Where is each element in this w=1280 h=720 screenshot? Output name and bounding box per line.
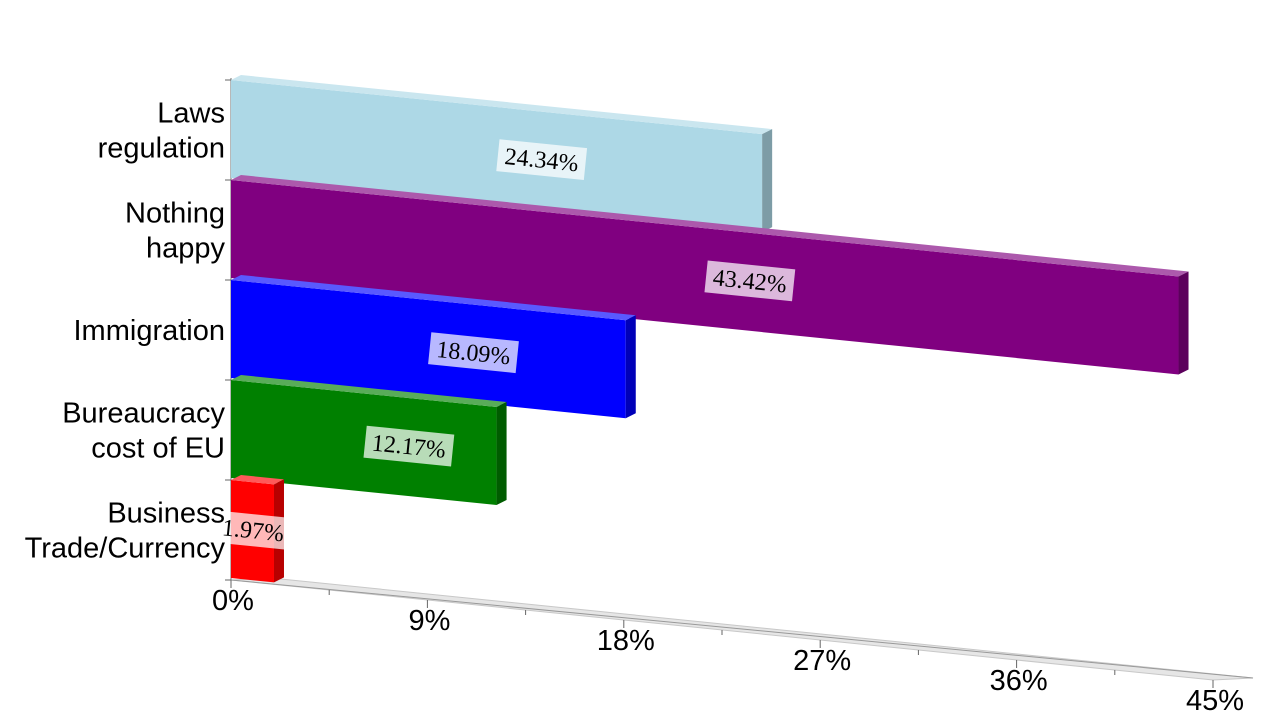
bar-end-face [496, 402, 507, 506]
data-label-group: 12.17% [363, 425, 455, 467]
x-tick-label: 0% [212, 585, 254, 617]
data-label-bg [496, 139, 588, 181]
bar [231, 75, 773, 233]
category-label: cost of EU [91, 433, 225, 465]
bar-front-face [231, 80, 763, 233]
bar [231, 175, 1189, 375]
bar [231, 375, 507, 506]
bar-front-face [231, 180, 1179, 375]
data-label-bg [704, 260, 796, 302]
labels: 0% 9% 18% 27% 36% 45% 24.34% 43.42% 18.09% 12.17%… [25, 98, 1244, 718]
data-label-group: 43.42% [704, 260, 796, 302]
x-tick-label: 18% [597, 625, 655, 657]
bar-top-face [231, 375, 507, 408]
category-label: Nothing [125, 198, 225, 230]
category-label: Laws [157, 98, 225, 130]
data-label: 1.97% [221, 515, 285, 547]
data-label-group: 24.34% [496, 139, 588, 181]
data-label-bg [363, 425, 455, 467]
data-label-bg [428, 332, 519, 374]
bar [231, 275, 636, 419]
x-tick-label: 36% [990, 665, 1048, 697]
bar-top-face [231, 275, 636, 321]
bar-end-face [762, 129, 773, 233]
bar-front-face [231, 380, 497, 506]
x-tick-label: 45% [1186, 685, 1244, 717]
category-label: Business [107, 498, 225, 530]
x-tick-label: 9% [408, 605, 450, 637]
category-label: Trade/Currency [25, 533, 226, 565]
category-label: happy [146, 233, 226, 265]
data-label-group: 1.97% [207, 509, 299, 551]
bar-front-face [231, 280, 626, 419]
x-axis-line [230, 579, 1254, 679]
data-label-group: 18.09% [428, 332, 519, 374]
bar-top-face [231, 175, 1189, 277]
x-tick-label: 27% [793, 645, 851, 677]
bars [231, 75, 1189, 583]
data-label-bg [207, 509, 299, 551]
bar-top-face [231, 75, 773, 135]
bar-end-face [1178, 271, 1189, 375]
category-label: Immigration [74, 315, 226, 347]
bar-top-face [231, 475, 284, 485]
bar-end-face [625, 315, 636, 419]
category-label: regulation [98, 133, 225, 165]
category-label: Bureaucracy [62, 398, 225, 430]
